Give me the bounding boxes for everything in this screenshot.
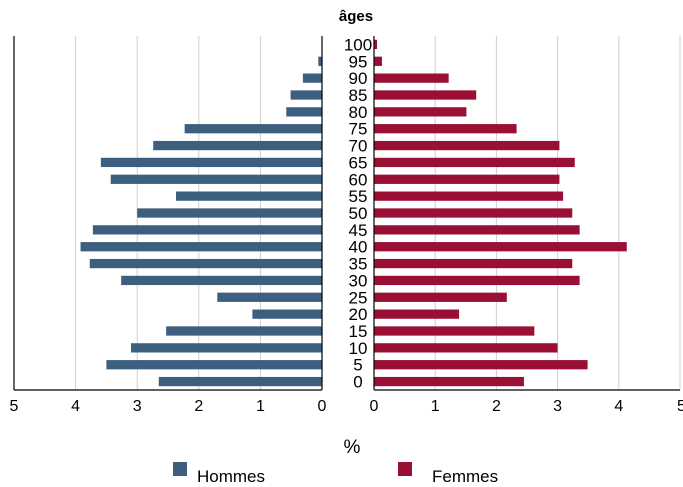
bar-hommes-55 <box>176 191 322 201</box>
chart-title: âges <box>339 8 373 25</box>
age-tick-label-95: 95 <box>349 52 368 71</box>
age-tick-label-50: 50 <box>349 204 368 223</box>
age-tick-label-90: 90 <box>349 69 368 88</box>
bar-femmes-5 <box>374 360 588 370</box>
bar-femmes-70 <box>374 140 560 151</box>
x-tick-label-left-1: 1 <box>256 398 265 415</box>
age-tick-label-40: 40 <box>349 238 368 257</box>
x-tick-label-right-4: 4 <box>614 398 623 415</box>
age-tick-label-5: 5 <box>353 356 362 375</box>
bar-femmes-10 <box>374 343 558 353</box>
legend-swatch-femmes <box>398 462 412 476</box>
age-tick-label-25: 25 <box>349 288 368 307</box>
bar-femmes-90 <box>374 73 449 83</box>
x-tick-label-left-2: 2 <box>194 398 203 415</box>
age-tick-label-70: 70 <box>349 137 368 156</box>
bar-hommes-80 <box>286 107 322 117</box>
x-tick-label-left-0: 0 <box>318 398 327 415</box>
age-tick-label-60: 60 <box>349 170 368 189</box>
femmes-panel: 0 1 2 3 4 5 <box>370 36 683 415</box>
bar-hommes-50 <box>137 208 322 218</box>
legend-swatch-hommes <box>173 462 187 476</box>
age-axis-labels: 0510152025303540455055606570758085909510… <box>344 35 372 391</box>
x-tick-label-right-3: 3 <box>553 398 562 415</box>
age-tick-label-35: 35 <box>349 255 368 274</box>
bar-femmes-35 <box>374 258 573 269</box>
bar-hommes-30 <box>121 275 323 286</box>
x-axis-label: % <box>344 437 361 458</box>
bar-hommes-10 <box>131 343 322 353</box>
bar-hommes-65 <box>100 157 322 168</box>
age-tick-label-75: 75 <box>349 120 368 139</box>
age-tick-label-20: 20 <box>349 305 368 324</box>
bar-femmes-95 <box>374 56 382 66</box>
age-tick-label-100: 100 <box>344 35 372 54</box>
x-tick-label-left-5: 5 <box>10 398 19 415</box>
bar-femmes-65 <box>374 157 575 168</box>
x-tick-label-left-4: 4 <box>71 398 80 415</box>
age-tick-label-80: 80 <box>349 103 368 122</box>
x-tick-label-right-1: 1 <box>431 398 440 415</box>
bar-femmes-100 <box>374 39 378 50</box>
age-tick-label-55: 55 <box>349 187 368 206</box>
bar-femmes-55 <box>374 191 564 201</box>
age-tick-label-65: 65 <box>349 153 368 172</box>
bar-femmes-40 <box>374 242 627 252</box>
bar-femmes-25 <box>374 292 507 302</box>
hommes-panel: 0 1 2 3 4 5 <box>10 36 327 415</box>
bar-femmes-60 <box>374 174 560 184</box>
bar-femmes-45 <box>374 225 580 235</box>
age-tick-label-0: 0 <box>353 373 362 392</box>
bar-hommes-0 <box>158 376 322 387</box>
x-tick-label-right-5: 5 <box>677 398 683 415</box>
bar-femmes-75 <box>374 124 517 134</box>
legend-label-femmes: Femmes <box>432 467 498 486</box>
x-tick-label-left-3: 3 <box>133 398 142 415</box>
age-tick-label-45: 45 <box>349 221 368 240</box>
bar-hommes-40 <box>80 242 322 252</box>
bar-femmes-30 <box>374 275 580 286</box>
bar-hommes-75 <box>184 124 322 134</box>
bar-femmes-50 <box>374 208 573 218</box>
bar-femmes-80 <box>374 107 467 117</box>
bar-hommes-60 <box>110 174 322 184</box>
bar-hommes-85 <box>290 90 322 100</box>
bar-femmes-20 <box>374 309 460 319</box>
legend: Hommes Femmes <box>173 462 498 486</box>
age-tick-label-10: 10 <box>349 339 368 358</box>
bar-hommes-35 <box>89 258 322 269</box>
age-tick-label-30: 30 <box>349 271 368 290</box>
bar-hommes-20 <box>252 309 322 319</box>
bar-hommes-25 <box>217 292 322 302</box>
legend-label-hommes: Hommes <box>197 467 265 486</box>
x-tick-label-right-0: 0 <box>370 398 379 415</box>
bar-femmes-15 <box>374 326 535 336</box>
bar-hommes-95 <box>318 56 322 66</box>
age-tick-label-85: 85 <box>349 86 368 105</box>
age-tick-label-15: 15 <box>349 322 368 341</box>
bar-femmes-85 <box>374 90 477 100</box>
bar-hommes-70 <box>153 140 322 151</box>
bar-hommes-90 <box>302 73 322 83</box>
bar-hommes-15 <box>166 326 322 336</box>
bar-femmes-0 <box>374 376 524 387</box>
bar-hommes-45 <box>92 225 323 235</box>
bar-hommes-5 <box>106 360 323 370</box>
x-tick-label-right-2: 2 <box>492 398 501 415</box>
